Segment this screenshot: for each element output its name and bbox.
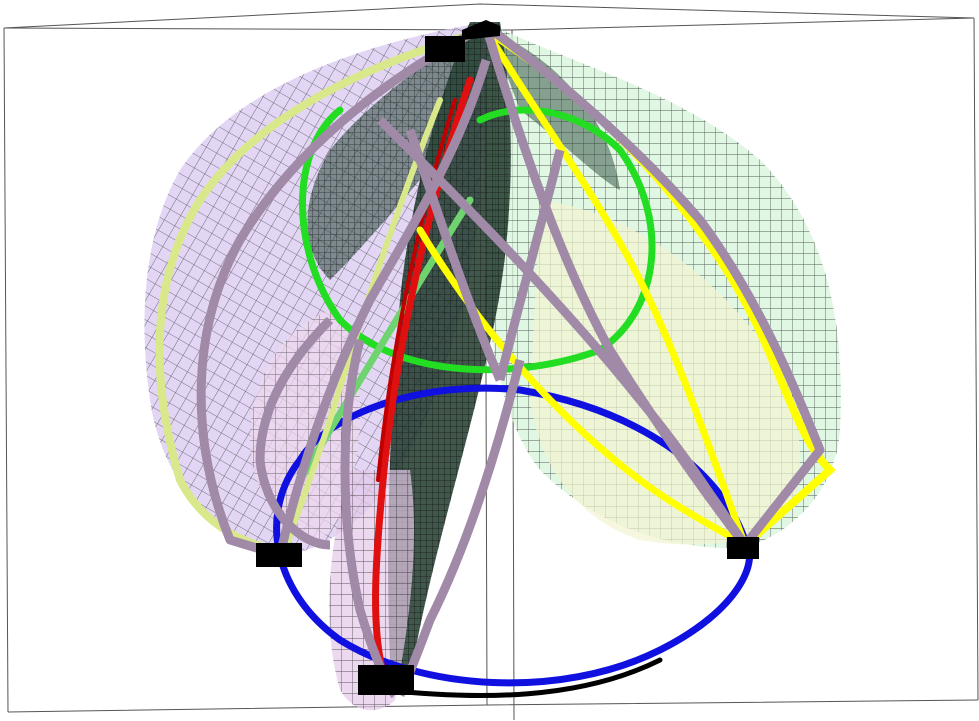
light-yellow-band-inner: [282, 97, 443, 553]
vertex-marker-left: [256, 543, 302, 567]
lilac-band-6: [255, 316, 334, 550]
box-left-edge: [3, 27, 9, 713]
vertex-marker-top-cap: [462, 20, 500, 40]
front-small-lobe: [250, 310, 360, 540]
box-bottom-edge: [7, 699, 979, 713]
box-inner-top-edge: [3, 17, 975, 31]
vertex-marker-right: [727, 537, 759, 559]
lilac-bands: [196, 21, 825, 699]
lilac-band-1: [196, 21, 489, 560]
red-band-inner: [376, 98, 457, 482]
lilac-band-2: [483, 22, 825, 548]
yellow-band-inner: [482, 26, 749, 549]
vertex-marker-top: [425, 36, 465, 62]
blue-band: [273, 384, 753, 687]
green-band: [299, 106, 656, 374]
light-yellow-band-left: [155, 26, 490, 554]
box-right-edge: [973, 17, 979, 701]
lilac-band-10: [495, 148, 565, 382]
box-back-top-edge: [3, 3, 975, 29]
vertex-markers: [256, 20, 759, 695]
black-band: [382, 657, 663, 699]
vertex-marker-bottom: [358, 665, 414, 695]
lilac-band-9: [405, 128, 505, 382]
lilac-band-5: [275, 58, 491, 557]
lilac-band-4: [376, 116, 749, 548]
